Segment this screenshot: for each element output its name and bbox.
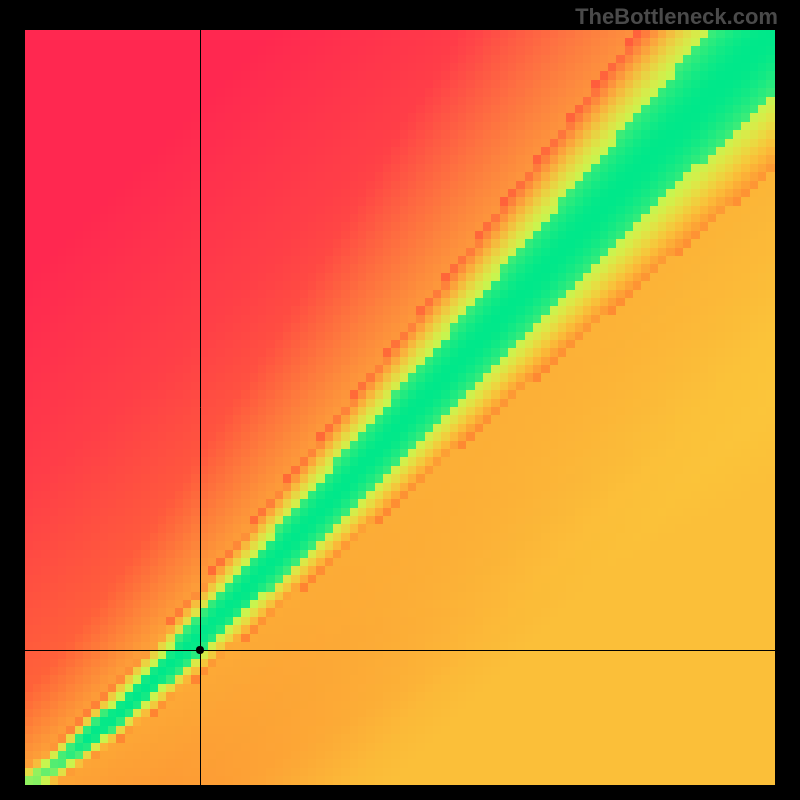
- chart-container: TheBottleneck.com: [0, 0, 800, 800]
- heatmap-plot-area: [25, 30, 775, 785]
- heatmap-canvas: [25, 30, 775, 785]
- watermark-text: TheBottleneck.com: [575, 4, 778, 30]
